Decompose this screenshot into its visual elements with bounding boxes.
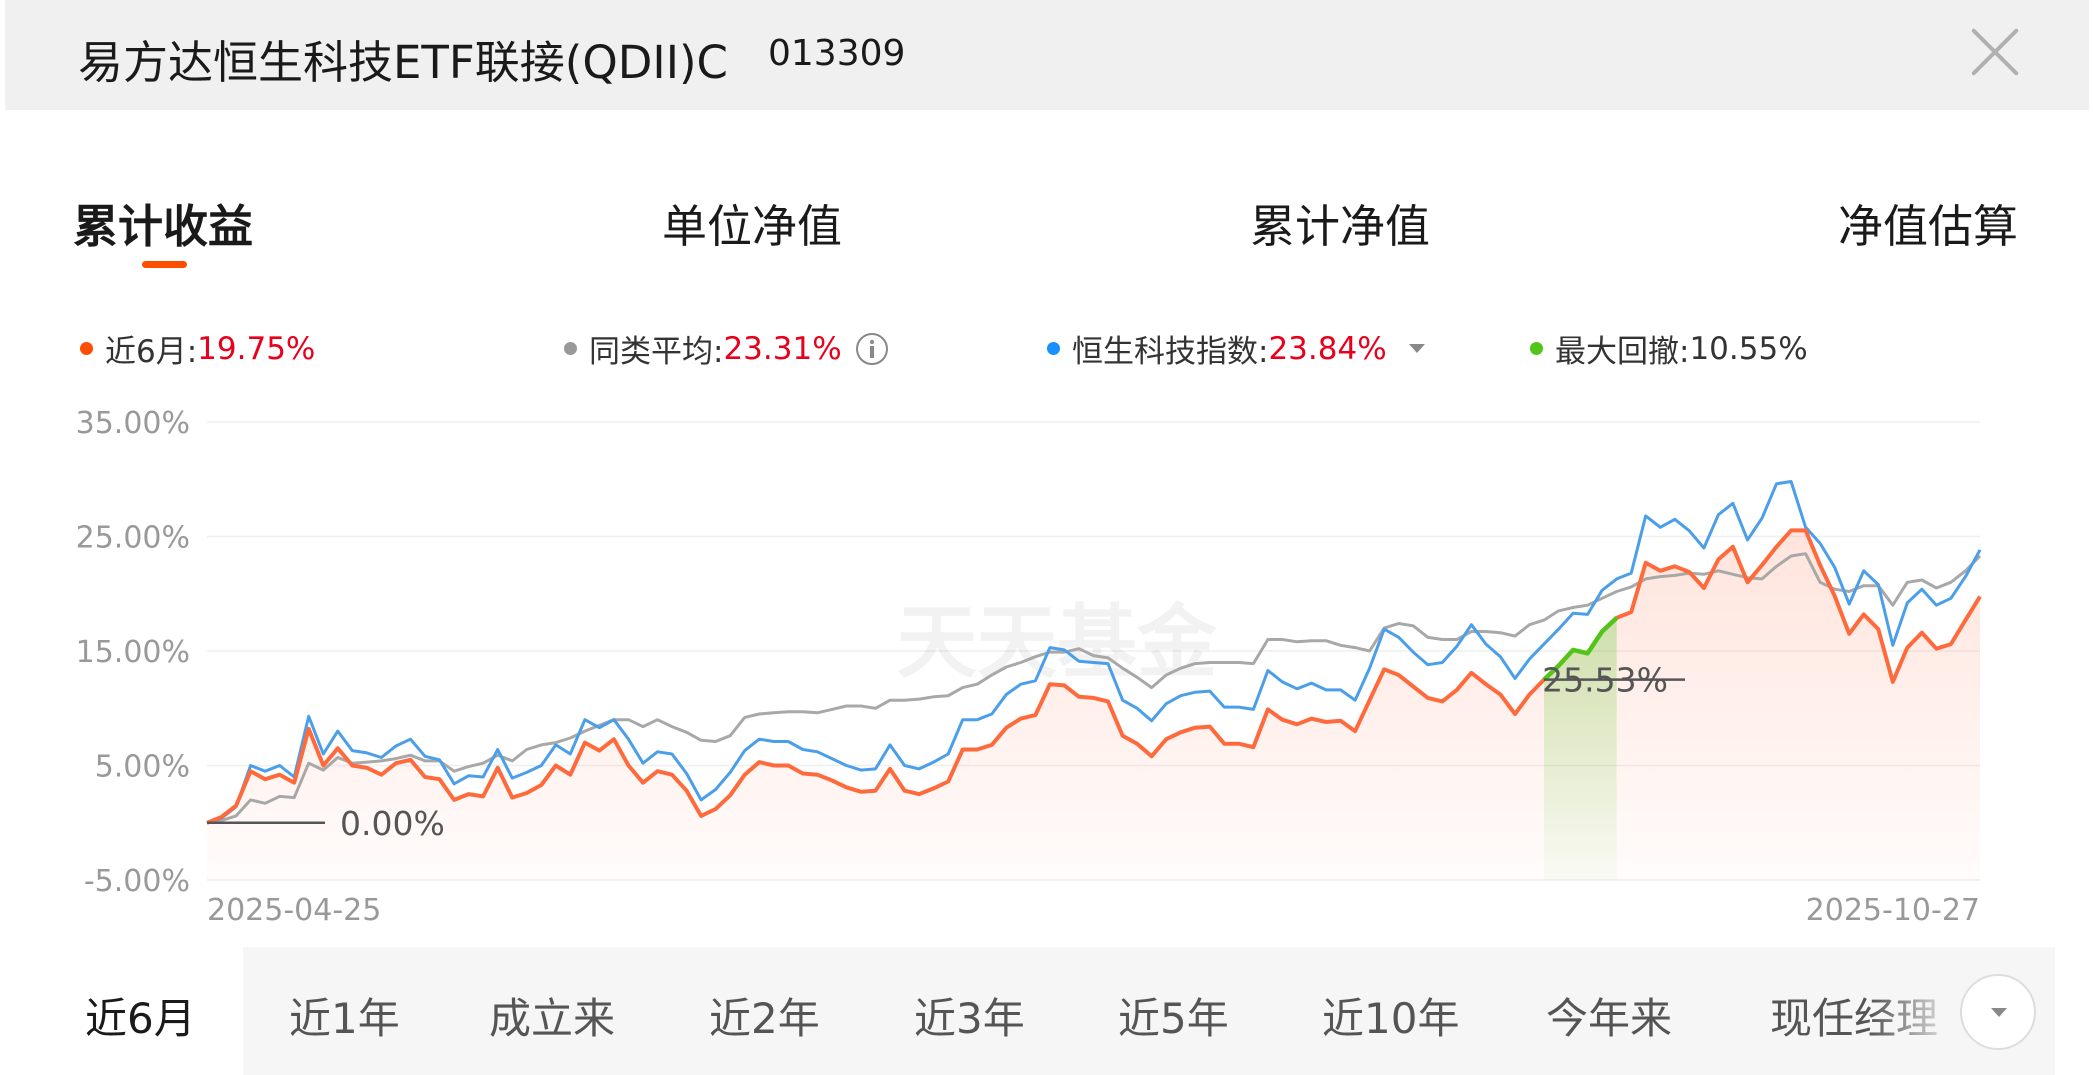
- legend-drawdown-value: 10.55%: [1689, 330, 1808, 367]
- y-tick-label: 15.00%: [76, 635, 190, 670]
- fund-area: [207, 530, 1980, 880]
- legend-fund-value: 19.75%: [197, 330, 316, 367]
- index-line: [206, 480, 1982, 825]
- legend-index-label: 恒生科技指数:: [1072, 334, 1269, 370]
- y-tick-label: 5.00%: [95, 750, 190, 785]
- legend-peer-label: 同类平均:: [589, 334, 724, 370]
- legend-index-dot: [1047, 342, 1060, 355]
- fund-name: 易方达恒生科技ETF联接(QDII)C: [78, 36, 728, 89]
- legend-drawdown-label: 最大回撤:: [1555, 334, 1690, 370]
- period-ytd[interactable]: 今年来: [1546, 994, 1673, 1043]
- fund-code: 013309: [768, 33, 906, 74]
- legend-peer-dot: [564, 342, 577, 355]
- y-tick-label: 25.00%: [76, 521, 190, 556]
- legend-drawdown: 最大回撤: 10.55%: [1530, 326, 1808, 371]
- fund-line: [206, 528, 1982, 825]
- more-periods-button[interactable]: [1960, 974, 2036, 1050]
- tab-cumulative-return[interactable]: 累计收益: [73, 200, 254, 253]
- period-2y[interactable]: 近2年: [709, 994, 820, 1043]
- close-icon[interactable]: [1965, 22, 2025, 82]
- tab-cumulative-nav[interactable]: 累计净值: [1250, 200, 1431, 253]
- legend-fund-dot: [80, 342, 93, 355]
- return-chart[interactable]: 35.00% 25.00% 15.00% 5.00% -5.00% 天天基金 0.00%…: [0, 400, 2094, 940]
- legend-drawdown-dot: [1530, 342, 1543, 355]
- x-start-label: 2025-04-25: [207, 893, 381, 928]
- start-value-label: 0.00%: [340, 804, 445, 843]
- drawdown-line: [1542, 616, 1619, 682]
- info-icon[interactable]: [855, 332, 888, 365]
- watermark: 天天基金: [897, 595, 1218, 689]
- legend-peer-value: 23.31%: [723, 330, 842, 367]
- peak-value-label: 25.53%: [1542, 661, 1668, 700]
- header: 易方达恒生科技ETF联接(QDII)C 013309: [5, 0, 2089, 110]
- period-1y[interactable]: 近1年: [289, 994, 400, 1043]
- period-6m[interactable]: 近6月: [85, 994, 196, 1043]
- period-10y[interactable]: 近10年: [1322, 994, 1460, 1043]
- legend-fund-label: 近6月:: [105, 334, 198, 370]
- period-5y[interactable]: 近5年: [1118, 994, 1229, 1043]
- tab-unit-nav[interactable]: 单位净值: [662, 200, 843, 253]
- legend-peer-avg: 同类平均: 23.31%: [564, 326, 888, 371]
- tab-nav-estimate[interactable]: 净值估算: [1838, 200, 2019, 253]
- period-fade: [1870, 947, 1960, 1075]
- period-since-inception[interactable]: 成立来: [489, 994, 616, 1043]
- legend-index-value: 23.84%: [1268, 330, 1387, 367]
- y-tick-label: 35.00%: [76, 406, 190, 441]
- period-bar: [243, 947, 2055, 1075]
- legend-fund: 近6月: 19.75%: [80, 326, 315, 371]
- y-tick-label: -5.00%: [84, 864, 190, 899]
- chevron-down-icon[interactable]: [1408, 344, 1425, 353]
- x-end-label: 2025-10-27: [1806, 893, 1980, 928]
- period-3y[interactable]: 近3年: [914, 994, 1025, 1043]
- tab-active-indicator: [142, 261, 187, 268]
- drawdown-area: [1544, 617, 1617, 880]
- legend-index[interactable]: 恒生科技指数: 23.84%: [1047, 326, 1425, 371]
